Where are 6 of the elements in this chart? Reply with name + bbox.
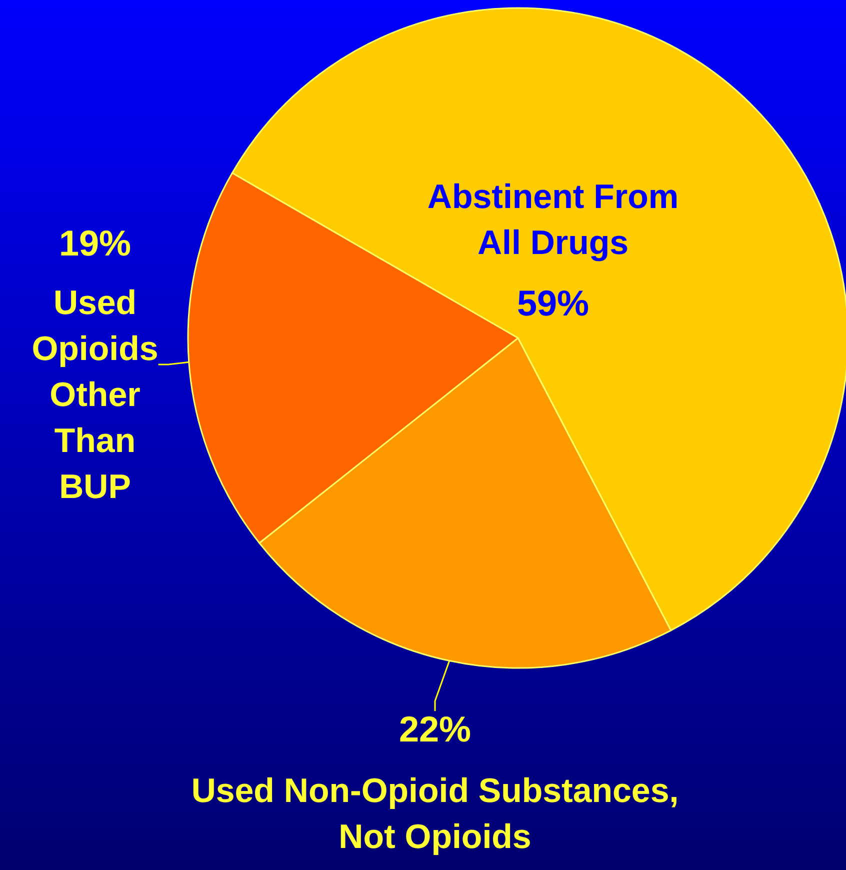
slice-label: Used Opioids Other Than BUP [32,284,158,506]
data-label: 59% [516,282,590,324]
slice-label: Abstinent From All Drugs [427,178,679,262]
data-label: 19% [58,222,132,264]
data-label: 22% [398,708,472,750]
slice-label: Used Non-Opioid Substances, Not Opioids [191,772,679,856]
